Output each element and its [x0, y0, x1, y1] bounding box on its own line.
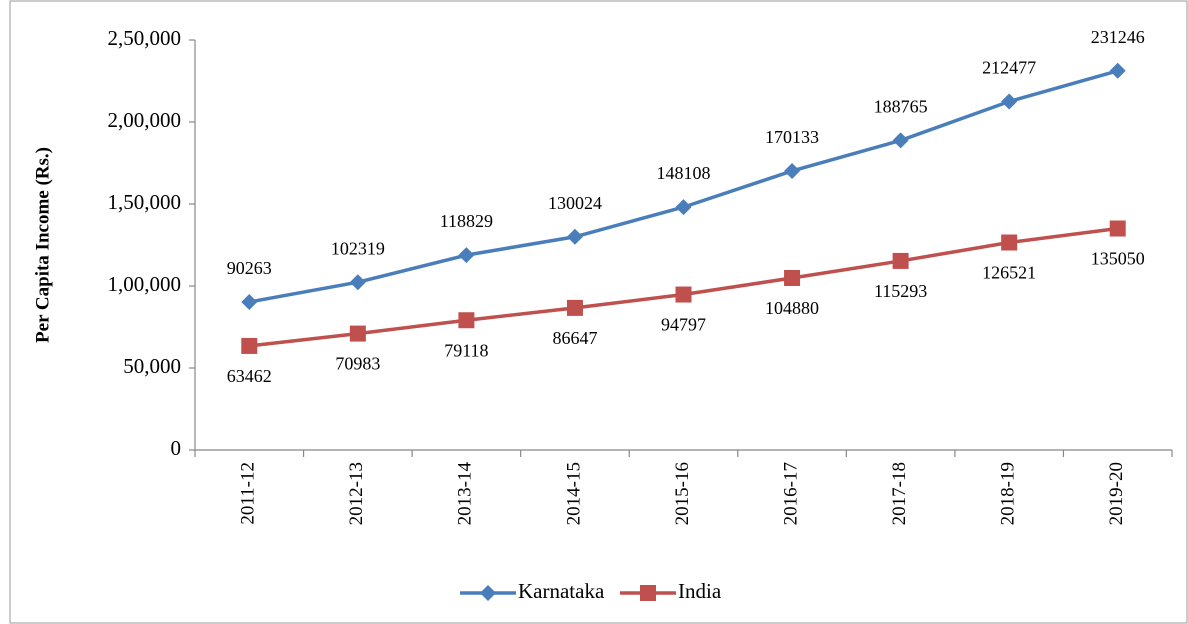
- y-tick-label: 2,00,000: [108, 108, 182, 132]
- data-label: 188765: [874, 97, 928, 117]
- data-label: 90263: [227, 258, 272, 278]
- y-tick-label: 1,50,000: [108, 190, 182, 214]
- point: [458, 312, 475, 329]
- point: [784, 162, 801, 179]
- point: [1109, 62, 1126, 79]
- data-label: 135050: [1091, 249, 1145, 269]
- point: [675, 199, 692, 216]
- point: [784, 269, 801, 286]
- data-label: 126521: [982, 263, 1036, 283]
- point: [892, 252, 909, 269]
- data-label: 170133: [765, 127, 819, 147]
- y-tick-label: 1,00,000: [108, 272, 182, 296]
- legend-marker: [640, 585, 656, 601]
- point: [675, 286, 692, 303]
- data-label: 94797: [661, 315, 706, 335]
- point: [1109, 220, 1126, 237]
- legend-marker: [480, 585, 496, 601]
- frame: [9, 0, 1188, 624]
- legend-label: Karnataka: [518, 579, 605, 603]
- data-label: 212477: [982, 58, 1036, 78]
- data-label: 130024: [548, 193, 602, 213]
- x-tick-label: 2017-18: [889, 462, 910, 525]
- y-axis-label: Per Capita Income (Rs.): [32, 147, 53, 343]
- y-tick-label: 0: [171, 436, 182, 460]
- point: [566, 228, 583, 245]
- point: [1001, 234, 1018, 251]
- point: [1001, 93, 1018, 110]
- x-tick-label: 2012-13: [346, 462, 367, 525]
- point: [458, 247, 475, 264]
- data-label: 79118: [444, 340, 488, 360]
- data-label: 118829: [440, 211, 493, 231]
- data-label: 104880: [765, 298, 819, 318]
- y-tick-label: 2,50,000: [108, 26, 182, 50]
- data-label: 86647: [552, 328, 597, 348]
- data-label: 148108: [657, 163, 711, 183]
- x-tick-label: 2019-20: [1106, 462, 1127, 525]
- x-tick-label: 2013-14: [455, 462, 476, 526]
- point: [241, 293, 258, 310]
- data-label: 70983: [335, 354, 380, 374]
- point: [349, 274, 366, 291]
- data-label: 231246: [1091, 27, 1145, 47]
- data-label: 102319: [331, 238, 385, 258]
- point: [241, 337, 258, 354]
- data-label: 115293: [874, 281, 927, 301]
- point: [566, 299, 583, 316]
- x-tick-label: 2016-17: [780, 462, 801, 525]
- point: [892, 132, 909, 149]
- legend-label: India: [678, 579, 722, 603]
- x-tick-label: 2011-12: [238, 462, 259, 525]
- x-tick-label: 2014-15: [563, 462, 584, 525]
- point: [349, 325, 366, 342]
- y-tick-label: 50,000: [123, 354, 181, 378]
- x-tick-label: 2015-16: [672, 462, 693, 525]
- x-tick-label: 2018-19: [998, 462, 1019, 525]
- data-label: 63462: [227, 366, 272, 386]
